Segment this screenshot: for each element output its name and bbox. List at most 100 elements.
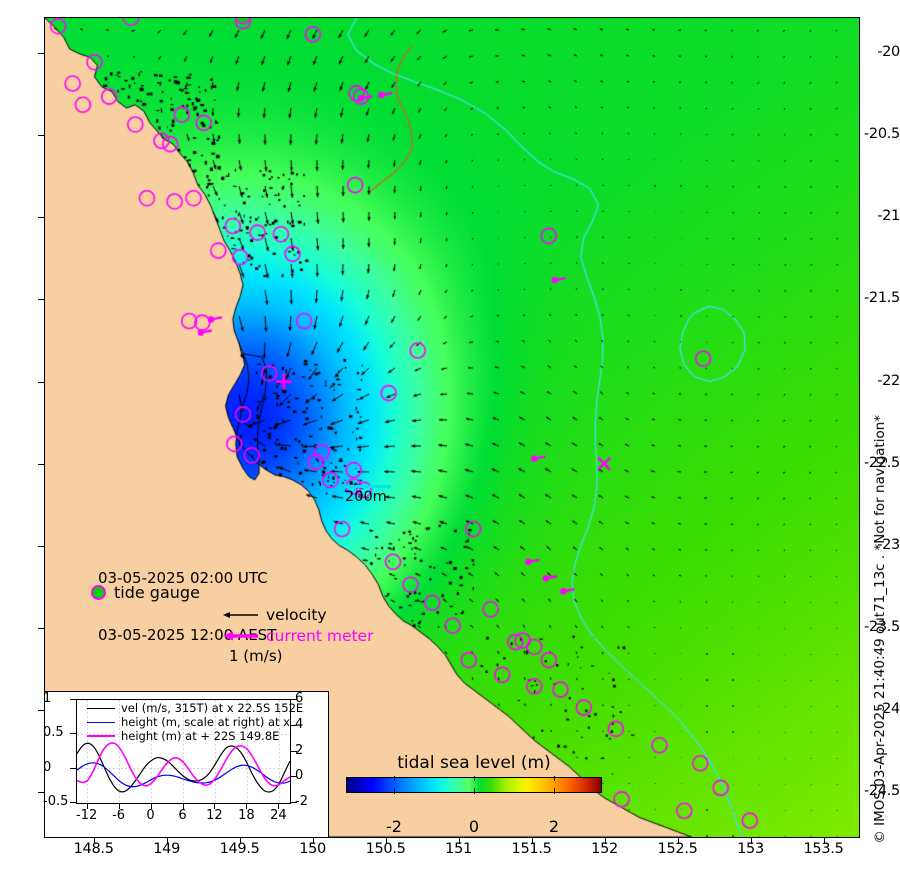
timeseries-x-tick-mark (246, 804, 248, 809)
timeseries-inset[interactable]: vel (m/s, 315T) at x 22.5S 152E height (m… (43, 691, 329, 838)
y-tick-label: -23.5 (863, 618, 900, 635)
colorbar-tick-label: 2 (548, 817, 560, 836)
timeseries-y-tick-mark (70, 767, 76, 769)
x-tick-mark (531, 838, 533, 844)
timeseries-y-tick-label: 0 (43, 759, 52, 775)
timeseries-y2-tick-label: 6 (295, 691, 304, 706)
velocity-arrow-icon (223, 611, 258, 618)
timeseries-legend-swatch (87, 721, 115, 723)
timeseries-legend: vel (m/s, 315T) at x 22.5S 152E height (m… (87, 701, 303, 743)
colorbar[interactable]: tidal sea level (m) -2 0 2 (346, 753, 602, 836)
tide-gauge-legend-label: tide gauge (114, 583, 200, 602)
timeseries-y-tick-mark (70, 733, 76, 735)
timeseries-x-tick-label: 24 (270, 808, 287, 823)
timeseries-x-tick-label: 12 (206, 808, 223, 823)
velocity-legend-label: velocity (266, 605, 327, 624)
timestamp-block: 03-05-2025 02:00 UTC 03-05-2025 12:00 AE… (98, 531, 276, 683)
velocity-units-label: 1 (m/s) (229, 647, 283, 665)
timeseries-y2-tick-mark (291, 802, 297, 803)
y-tick-mark (38, 135, 44, 137)
timeseries-y-tick-label: 0.5 (43, 725, 64, 741)
y-tick-label: -22 (877, 372, 900, 389)
timeseries-y2-tick-label: 2 (295, 742, 304, 758)
tide-gauge-icon (91, 585, 106, 600)
timeseries-x-tick-mark (150, 804, 152, 809)
x-tick-mark (458, 838, 460, 844)
x-tick-label: 153.5 (803, 841, 844, 857)
y-tick-label: -20.5 (863, 126, 900, 143)
x-tick-label: 149.5 (219, 841, 260, 857)
x-tick-mark (750, 838, 752, 844)
y-tick-label: -21.5 (863, 290, 900, 307)
timeseries-y2-tick-label: 4 (295, 716, 304, 732)
attribution-text: © IMOS 03-Apr-2025 21:40:49 out71_13c . … (872, 415, 888, 844)
x-tick-label: 150 (299, 841, 326, 857)
x-tick-mark (604, 838, 606, 844)
y-tick-mark (38, 217, 44, 219)
y-tick-label: -22.5 (863, 454, 900, 471)
colorbar-tick-mark (554, 776, 555, 781)
x-tick-label: 151 (445, 841, 472, 857)
timeseries-x-tick-label: 6 (178, 808, 187, 823)
timeseries-y2-tick-mark (291, 776, 297, 778)
x-tick-mark (166, 838, 168, 844)
current-meter-legend-label: current meter (266, 626, 374, 645)
x-tick-label: 149 (153, 841, 180, 857)
velocity-legend: velocity current meter 1 (m/s) (223, 604, 373, 665)
x-tick-label: 153 (737, 841, 764, 857)
timeseries-x-tick-mark (182, 804, 184, 809)
y-tick-label: -24 (877, 700, 900, 717)
timeseries-y2-tick-mark (291, 724, 297, 726)
x-tick-label: 148.5 (73, 841, 114, 857)
velocity-legend-row: velocity (223, 604, 373, 625)
y-tick-mark (38, 463, 44, 465)
current-meter-legend-row: current meter (223, 625, 373, 646)
timeseries-legend-swatch (87, 735, 115, 737)
colorbar-tick-mark (554, 788, 555, 794)
scale-bar: 200m (345, 485, 391, 505)
x-tick-label: 151.5 (511, 841, 552, 857)
timeseries-legend-swatch (87, 707, 115, 709)
y-tick-label: -21 (877, 208, 900, 225)
x-tick-label: 152.5 (657, 841, 698, 857)
current-meter-arrow-icon (223, 631, 258, 640)
colorbar-title: tidal sea level (m) (397, 753, 551, 773)
x-tick-mark (93, 838, 95, 844)
x-tick-mark (823, 838, 825, 844)
timestamp-local: 03-05-2025 12:00 AEST (98, 626, 277, 644)
timeseries-x-tick-label: -6 (112, 808, 126, 823)
timeseries-y-tick-mark (70, 699, 76, 700)
colorbar-tick-mark (394, 788, 395, 794)
timeseries-x-tick-label: -12 (76, 808, 98, 823)
y-tick-mark (38, 53, 44, 55)
timeseries-x-tick-label: 0 (146, 808, 155, 823)
timeseries-y-tick-label: 1 (43, 691, 52, 706)
timeseries-x-tick-mark (278, 804, 280, 809)
timeseries-legend-row: vel (m/s, 315T) at x 22.5S 152E (87, 701, 303, 715)
timeseries-y2-tick-mark (291, 750, 297, 752)
y-tick-label: -23 (877, 536, 900, 553)
timeseries-x-tick-mark (118, 804, 120, 809)
y-tick-mark (38, 545, 44, 547)
timeseries-y-tick-label: -0.5 (43, 794, 69, 809)
timeseries-y-tick-mark (70, 802, 76, 803)
timeseries-legend-label: vel (m/s, 315T) at x 22.5S 152E (121, 701, 304, 715)
y-tick-mark (38, 792, 44, 794)
tide-gauge-legend: tide gauge (91, 583, 200, 602)
y-tick-mark (38, 627, 44, 629)
scale-bar-label: 200m (345, 489, 387, 505)
x-tick-mark (239, 838, 241, 844)
timeseries-plot-area[interactable] (76, 699, 291, 804)
timeseries-legend-label: height (m) at + 22S 149.8E (121, 729, 280, 743)
timeseries-y2-tick-mark (291, 699, 297, 700)
timeseries-legend-row: height (m) at + 22S 149.8E (87, 729, 303, 743)
timestamp-utc: 03-05-2025 02:00 UTC (98, 569, 268, 587)
timeseries-x-tick-label: 18 (238, 808, 255, 823)
colorbar-tick-label: -2 (386, 817, 402, 836)
colorbar-tick-mark (394, 776, 395, 781)
scale-bar-line (345, 485, 391, 488)
timeseries-legend-row: height (m, scale at right) at x (87, 715, 303, 729)
timeseries-legend-label: height (m, scale at right) at x (121, 715, 290, 729)
timeseries-y2-tick-label: 0 (295, 768, 304, 784)
timeseries-y2-tick-label: -2 (295, 794, 308, 809)
